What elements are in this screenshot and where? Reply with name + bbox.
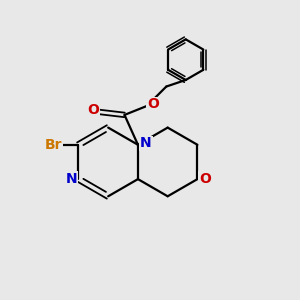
Text: N: N: [66, 172, 78, 186]
Text: N: N: [140, 136, 152, 150]
Text: O: O: [147, 98, 159, 112]
Text: Br: Br: [44, 138, 62, 152]
Text: O: O: [87, 103, 99, 117]
Text: O: O: [199, 172, 211, 186]
